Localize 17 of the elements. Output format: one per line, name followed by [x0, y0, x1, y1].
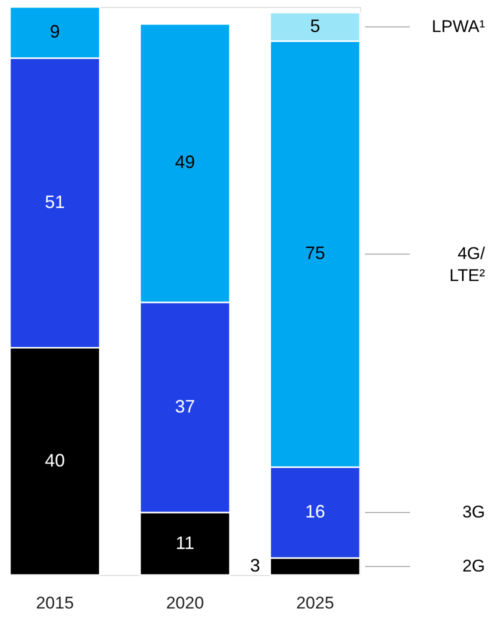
data-label: 51: [44, 192, 65, 212]
data-label: 75: [305, 243, 326, 264]
data-label: 49: [174, 152, 196, 172]
data-label: 16: [305, 502, 326, 522]
x-tick-label: 2015: [36, 594, 74, 612]
data-label: 11: [176, 532, 194, 553]
x-tick-label: 2020: [166, 594, 204, 612]
data-label: 5: [310, 16, 320, 36]
data-label: 40: [44, 450, 65, 470]
text: 2G: [462, 556, 485, 576]
text: LPWA¹: [432, 16, 486, 36]
text: 4G/LTE²: [449, 244, 486, 286]
x-tick-label: 2025: [296, 594, 334, 612]
text: 3G: [462, 502, 485, 522]
data-label: 3: [250, 555, 260, 576]
data-label: 9: [50, 22, 60, 42]
data-label: 37: [174, 396, 196, 416]
